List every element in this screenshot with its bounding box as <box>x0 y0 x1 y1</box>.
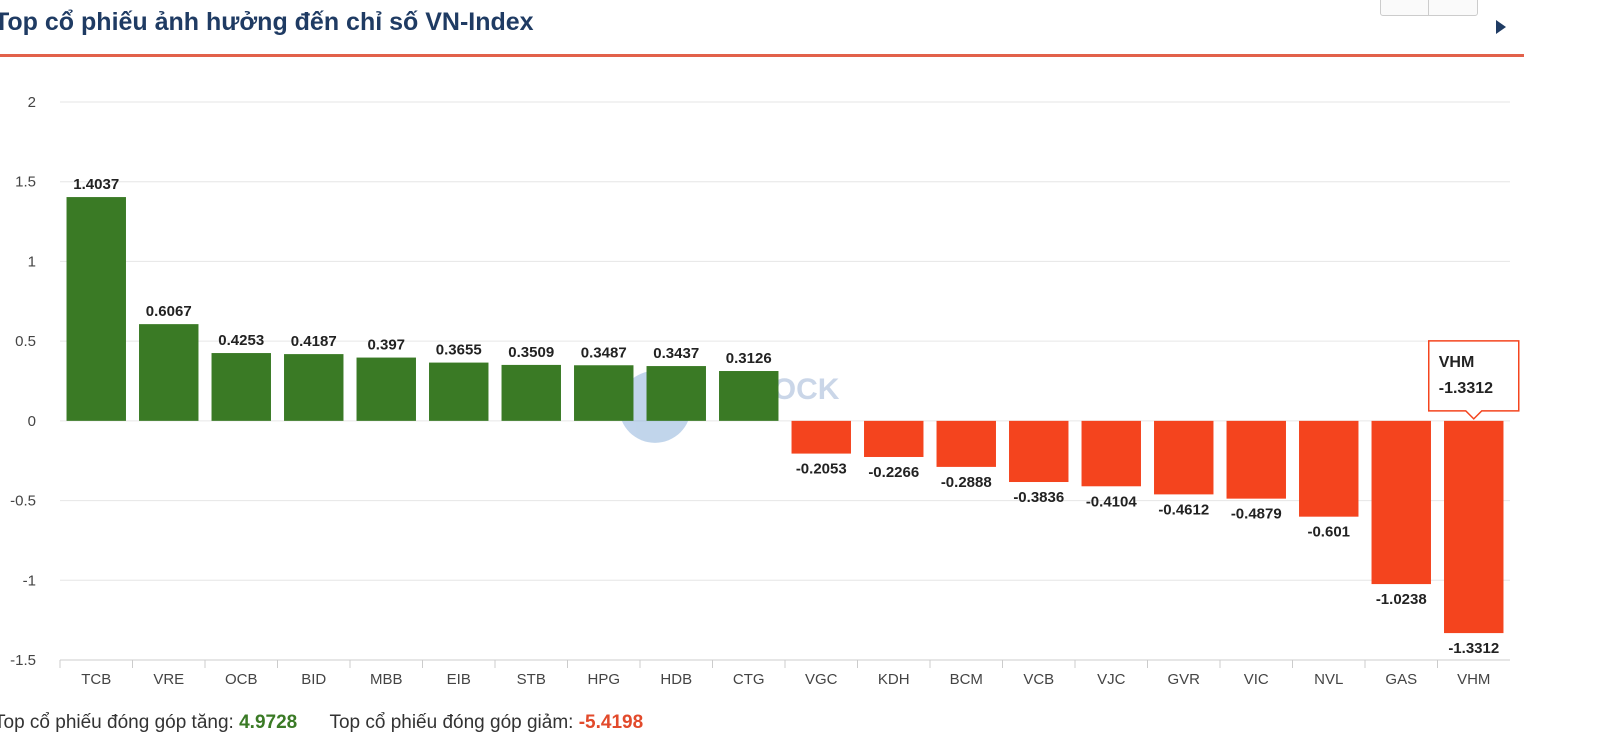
bar-nvl[interactable] <box>1299 420 1359 517</box>
x-tick-label: OCB <box>225 671 258 688</box>
data-label: -0.4612 <box>1158 501 1209 518</box>
x-tick-label: HDB <box>660 671 692 688</box>
bar-stb[interactable] <box>501 364 561 421</box>
tooltip: VHM -1.3312 <box>1428 340 1520 420</box>
y-tick-label: 0.5 <box>15 333 36 350</box>
data-label: 0.3126 <box>726 350 772 367</box>
bar-gas[interactable] <box>1371 420 1431 585</box>
bar-chart: 21.510.50-0.5-1-1.5STOCK1.4037TCB0.6067V… <box>10 94 1520 688</box>
data-label: -0.2266 <box>868 464 919 481</box>
data-label: 0.3487 <box>581 344 627 361</box>
y-tick-label: 1.5 <box>15 174 36 191</box>
bar-vcb[interactable] <box>1009 420 1069 483</box>
x-tick-label: GVR <box>1167 671 1200 688</box>
x-tick-label: HPG <box>587 671 620 688</box>
data-label: -0.2888 <box>941 474 992 491</box>
bar-hpg[interactable] <box>574 365 634 421</box>
bar-bcm[interactable] <box>936 420 996 467</box>
x-tick-label: NVL <box>1314 671 1343 688</box>
gain-label: Top cổ phiếu đóng góp tăng: <box>0 712 234 733</box>
bar-mbb[interactable] <box>356 357 416 421</box>
bar-vic[interactable] <box>1226 420 1286 499</box>
x-tick-label: STB <box>517 671 546 688</box>
data-label: 0.3655 <box>436 342 482 359</box>
x-tick-label: MBB <box>370 671 403 688</box>
data-label: 0.6067 <box>146 303 192 320</box>
bar-hdb[interactable] <box>646 366 706 421</box>
x-tick-label: VJC <box>1097 671 1126 688</box>
data-label: 0.4187 <box>291 333 337 350</box>
bar-vjc[interactable] <box>1081 420 1141 487</box>
data-label: -1.3312 <box>1448 640 1499 657</box>
data-label: 0.3509 <box>508 344 554 361</box>
chart-title: Top cổ phiếu ảnh hưởng đến chỉ số VN-Ind… <box>0 8 534 36</box>
x-tick-label: TCB <box>81 671 111 688</box>
data-label: 0.4253 <box>218 332 264 349</box>
x-tick-label: CTG <box>733 671 765 688</box>
bar-eib[interactable] <box>429 362 489 421</box>
gain-value: 4.9728 <box>239 712 298 733</box>
bar-bid[interactable] <box>284 354 344 421</box>
loss-label: Top cổ phiếu đóng góp giảm: <box>329 712 574 733</box>
next-arrow-icon[interactable] <box>1496 20 1506 34</box>
y-tick-label: -1.5 <box>10 652 36 669</box>
data-label: -0.4104 <box>1086 493 1138 510</box>
x-tick-label: VRE <box>153 671 184 688</box>
summary-footer: Top cổ phiếu đóng góp tăng: 4.9728 Top c… <box>0 712 643 734</box>
data-label: 1.4037 <box>73 176 119 193</box>
loss-value: -5.4198 <box>578 712 644 733</box>
x-tick-label: VIC <box>1244 671 1269 688</box>
view-toggle-group[interactable] <box>1380 0 1478 16</box>
bar-kdh[interactable] <box>864 420 924 457</box>
bar-gvr[interactable] <box>1154 420 1214 495</box>
bar-vre[interactable] <box>139 324 199 421</box>
tooltip-box <box>1428 340 1520 420</box>
x-tick-label: VHM <box>1457 671 1490 688</box>
x-tick-label: BID <box>301 671 326 688</box>
tooltip-value: -1.3312 <box>1439 380 1493 397</box>
x-tick-label: BCM <box>950 671 983 688</box>
y-tick-label: 2 <box>28 94 36 111</box>
bar-vhm[interactable] <box>1444 420 1504 634</box>
chart-header: Top cổ phiếu ảnh hưởng đến chỉ số VN-Ind… <box>0 0 1524 57</box>
data-label: -0.4879 <box>1231 506 1282 523</box>
data-label: -0.601 <box>1307 524 1350 541</box>
bar-ocb[interactable] <box>211 353 271 421</box>
x-tick-label: KDH <box>878 671 910 688</box>
tooltip-category: VHM <box>1439 354 1475 371</box>
y-tick-label: 0 <box>28 413 36 430</box>
data-label: -1.0238 <box>1376 591 1427 608</box>
x-tick-label: VGC <box>805 671 838 688</box>
y-tick-label: -0.5 <box>10 493 36 510</box>
bar-ctg[interactable] <box>719 371 779 421</box>
y-tick-label: 1 <box>28 253 36 270</box>
data-label: -0.3836 <box>1013 489 1064 506</box>
data-label: -0.2053 <box>796 461 847 478</box>
bar-vgc[interactable] <box>791 420 851 454</box>
toggle-divider <box>1428 0 1429 15</box>
bar-tcb[interactable] <box>66 197 126 421</box>
y-tick-label: -1 <box>23 572 36 589</box>
x-tick-label: EIB <box>447 671 471 688</box>
x-tick-label: GAS <box>1385 671 1417 688</box>
data-label: 0.3437 <box>653 345 699 362</box>
x-tick-label: VCB <box>1023 671 1054 688</box>
data-label: 0.397 <box>367 337 405 354</box>
